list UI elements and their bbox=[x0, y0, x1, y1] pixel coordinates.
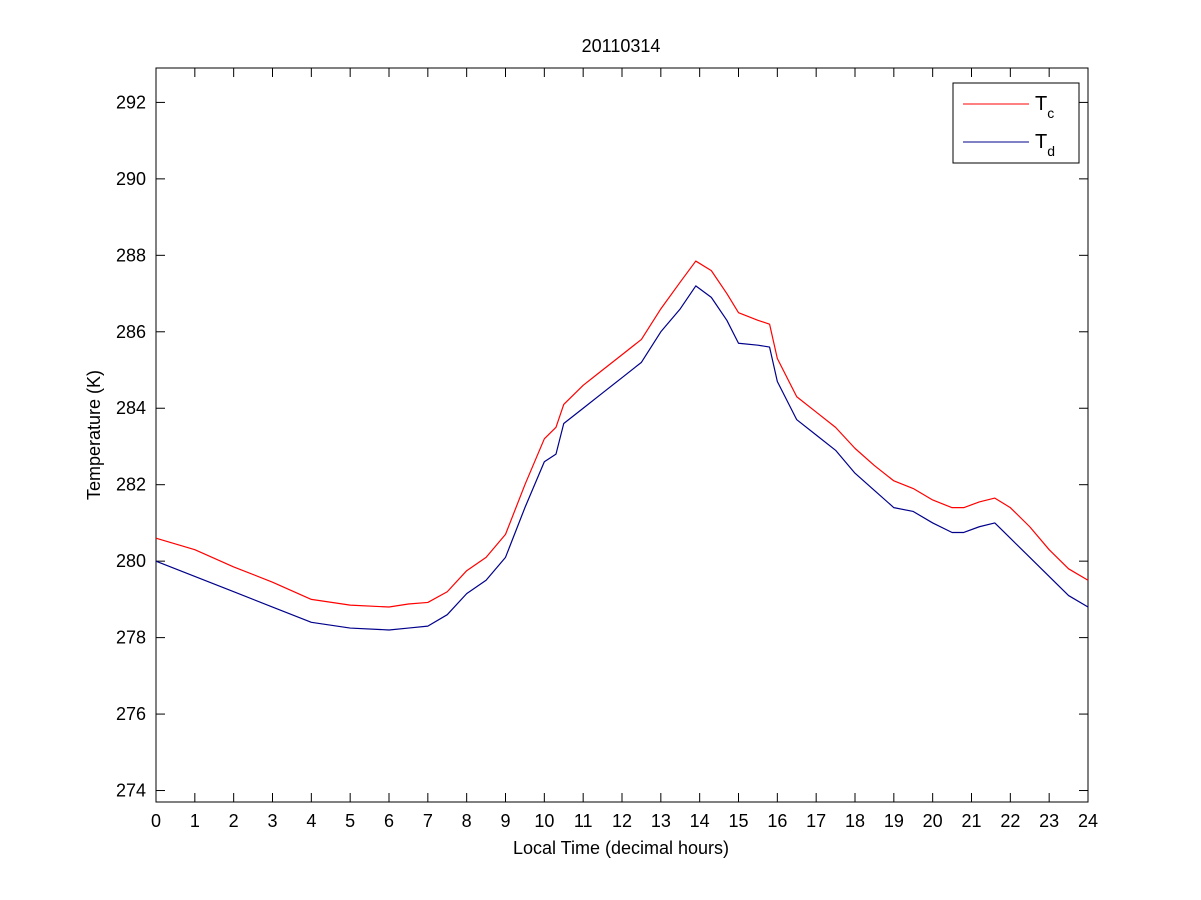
x-tick-label: 7 bbox=[423, 811, 433, 831]
legend-box bbox=[952, 82, 1080, 164]
legend-label-td: Td bbox=[1035, 131, 1055, 159]
x-tick-label: 12 bbox=[612, 811, 632, 831]
series-line-tc bbox=[155, 260, 1089, 608]
y-tick-label: 284 bbox=[116, 398, 146, 418]
y-tick-label: 288 bbox=[116, 245, 146, 265]
x-tick-label: 5 bbox=[345, 811, 355, 831]
x-tick-label: 21 bbox=[961, 811, 981, 831]
chart-title: 20110314 bbox=[582, 36, 661, 56]
y-tick-label: 282 bbox=[116, 475, 146, 495]
y-tick-label: 278 bbox=[116, 628, 146, 648]
x-tick-label: 2 bbox=[229, 811, 239, 831]
x-tick-label: 11 bbox=[574, 811, 593, 831]
x-tick-label: 20 bbox=[923, 811, 943, 831]
x-tick-label: 24 bbox=[1078, 811, 1098, 831]
y-tick-label: 290 bbox=[116, 169, 146, 189]
y-tick-label: 274 bbox=[116, 781, 146, 801]
axis-ticks: 0 1 2 3 4 5 6 7 8 9 10 11 12 13 14 15 16 17 18 19 20 21 22 23 24… bbox=[116, 68, 1098, 831]
legend-label-tc: Tc bbox=[1035, 93, 1054, 121]
x-axis-label: Local Time (decimal hours) bbox=[513, 838, 729, 858]
x-tick-label: 19 bbox=[884, 811, 904, 831]
y-tick-label: 292 bbox=[116, 92, 146, 112]
x-tick-label: 4 bbox=[306, 811, 316, 831]
x-tick-label: 1 bbox=[190, 811, 200, 831]
x-tick-label: 9 bbox=[500, 811, 510, 831]
x-tick-label: 15 bbox=[728, 811, 748, 831]
x-tick-label: 8 bbox=[462, 811, 472, 831]
x-tick-label: 22 bbox=[1000, 811, 1020, 831]
legend: Tc Td bbox=[952, 82, 1080, 164]
x-tick-label: 13 bbox=[651, 811, 671, 831]
x-tick-label: 6 bbox=[384, 811, 394, 831]
y-tick-label: 276 bbox=[116, 704, 146, 724]
x-tick-label: 17 bbox=[806, 811, 826, 831]
plot-area-frame bbox=[155, 67, 1089, 803]
series-line-td bbox=[155, 285, 1089, 631]
x-tick-label: 14 bbox=[690, 811, 710, 831]
y-tick-label: 286 bbox=[116, 322, 146, 342]
x-tick-label: 3 bbox=[267, 811, 277, 831]
x-tick-label: 23 bbox=[1039, 811, 1059, 831]
x-tick-label: 18 bbox=[845, 811, 865, 831]
x-tick-label: 0 bbox=[151, 811, 161, 831]
series-lines bbox=[155, 260, 1089, 631]
y-axis-label: Temperature (K) bbox=[84, 370, 104, 500]
y-tick-label: 280 bbox=[116, 551, 146, 571]
x-tick-label: 16 bbox=[767, 811, 787, 831]
x-tick-label: 10 bbox=[534, 811, 554, 831]
